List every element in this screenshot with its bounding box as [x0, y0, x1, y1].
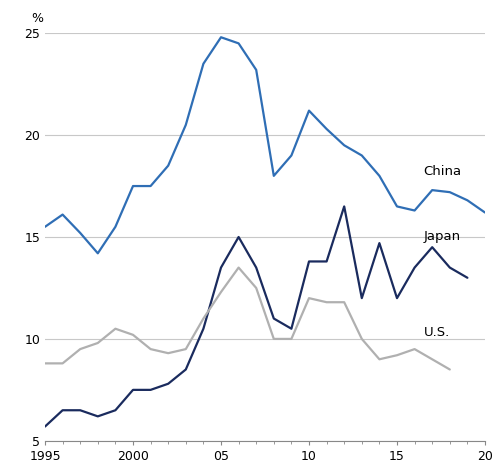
Text: U.S.: U.S.	[424, 326, 450, 339]
Text: Japan: Japan	[424, 230, 461, 244]
Text: China: China	[424, 165, 462, 178]
Text: %: %	[31, 12, 43, 25]
